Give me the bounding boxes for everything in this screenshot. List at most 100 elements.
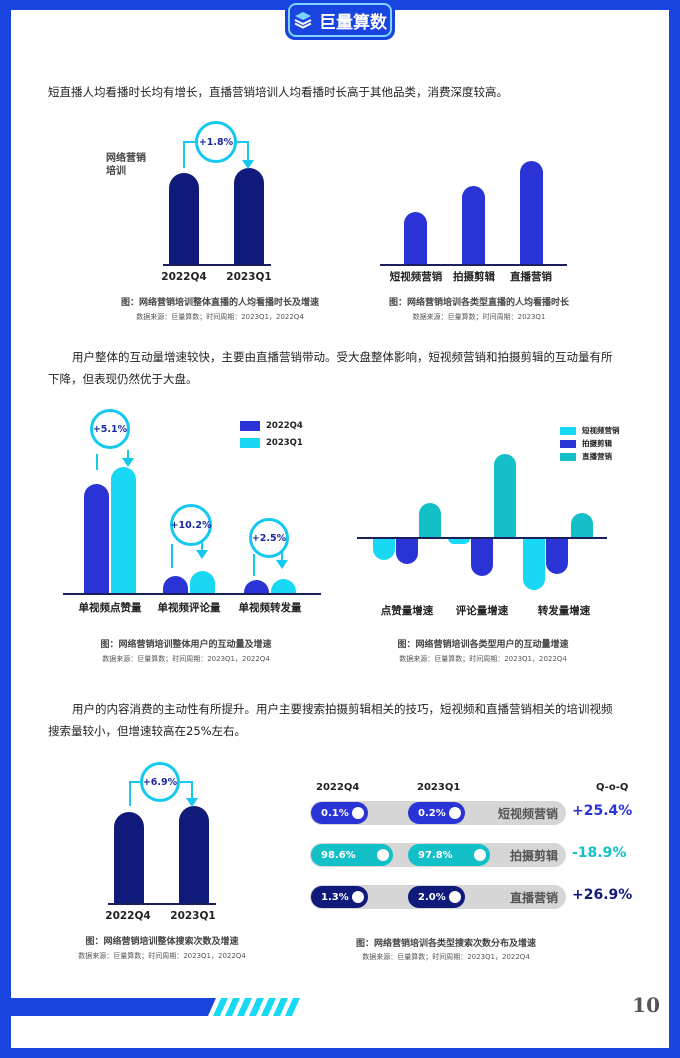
chart1-axis	[163, 264, 271, 266]
footer-stripe-decoration	[11, 998, 300, 1016]
paragraph-3-line-1: 用户的内容消费的主动性有所提升。用户主要搜索拍摄剪辑相关的技巧，短视频和直播营销…	[72, 702, 613, 716]
chart1-side-label: 网络营销 培训	[106, 153, 146, 177]
chart3-axis	[63, 593, 321, 595]
chart3-legend-swatch-2022q4	[240, 421, 260, 431]
chart5-growth-bubble: +6.9%	[140, 762, 180, 802]
chart2-xlabel-2: 拍摄剪辑	[453, 271, 495, 283]
chart6-row-2-q4-value: 98.6%	[321, 849, 356, 861]
chart6-row-3-q1-value: 2.0%	[418, 891, 446, 903]
chart6-header-2023q1: 2023Q1	[417, 782, 461, 793]
chart4-bar-likes-live	[419, 503, 441, 538]
chart3-growth-bubble-likes: +5.1%	[90, 409, 130, 449]
chart3-growth-bubble-comments: +10.2%	[170, 504, 212, 546]
chart6-row-1-q4-dot	[352, 807, 364, 819]
chart6-row-2-q1-dot	[474, 849, 486, 861]
chart6-row-2-q4-pill: 98.6%	[311, 844, 393, 866]
chart1-caption: 图：网络营销培训整体直播的人均看播时长及增速	[120, 298, 319, 308]
chart4-caption: 图：网络营销培训各类型用户的互动量增速	[397, 640, 569, 650]
chart3-bar-shares-2023q1	[271, 579, 296, 594]
paragraph-2-line-2: 下降，但表现仍然优于大盘。	[48, 372, 198, 386]
chart4-bar-comments-live	[494, 454, 516, 538]
logo-tab	[285, 0, 395, 40]
chart6-row-1-q1-value: 0.2%	[418, 807, 446, 819]
chart6-row-3-q4-value: 1.3%	[321, 891, 349, 903]
chart4-xlabel-3: 转发量增速	[537, 605, 591, 617]
chart6-caption: 图：网络营销培训各类型搜索次数分布及增速	[355, 939, 536, 949]
paragraph-2-line-1: 用户整体的互动量增速较快，主要由直播营销带动。受大盘整体影响，短视频营销和拍摄剪…	[72, 350, 613, 364]
chart5-axis	[108, 903, 216, 905]
chart3-xlabel-1: 单视频点赞量	[78, 602, 142, 614]
paragraph-1: 短直播人均看播时长均有增长，直播营销培训人均看播时长高于其他品类，消费深度较高。	[48, 85, 508, 99]
chart3-legend-label-2022q4: 2022Q4	[266, 421, 303, 431]
chart6-source: 数据来源：巨量算数；时间周期：2023Q1，2022Q4	[362, 953, 530, 961]
chart6-row-2-q1-pill: 97.8%	[408, 844, 490, 866]
chart4-legend-swatch-short-video	[560, 426, 576, 435]
chart6-row-1-q4-value: 0.1%	[321, 807, 349, 819]
chart5-xlabel-2: 2023Q1	[170, 910, 216, 922]
chart6-row-2-qoq: -18.9%	[572, 845, 627, 861]
chart3-growth-arrow-likes	[96, 450, 134, 470]
chart6-row-2-label: 拍摄剪辑	[509, 849, 558, 863]
chart2-xlabel-1: 短视频营销	[389, 271, 443, 283]
chart4-legend-label-live: 直播营销	[582, 452, 612, 461]
brand-logo: 巨量算数	[288, 3, 392, 37]
chart4-legend-label-short-video: 短视频营销	[582, 426, 620, 435]
chart4-legend-live: 直播营销	[560, 451, 612, 462]
chart3-growth-arrow-comments	[171, 542, 208, 568]
chart1-growth-arrow	[183, 141, 254, 169]
chart4-legend-short-video: 短视频营销	[560, 425, 620, 436]
chart3-xlabel-3: 单视频转发量	[238, 602, 302, 614]
chart6-row-1-q1-dot	[449, 807, 461, 819]
chart2-bar-live	[520, 161, 543, 265]
chart1-growth-bubble: +1.8%	[195, 121, 237, 163]
chart6-row-2-q1-value: 97.8%	[418, 849, 453, 861]
chart3-growth-bubble-shares: +2.5%	[249, 518, 289, 558]
chart5-growth-arrow	[129, 781, 198, 807]
chart3-bar-comments-2022q4	[163, 576, 188, 594]
page-number: 10	[632, 993, 660, 1017]
paragraph-2: 用户整体的互动量增速较快，主要由直播营销带动。受大盘整体影响，短视频营销和拍摄剪…	[48, 346, 638, 390]
chart6-row-1-q1-pill: 0.2%	[408, 802, 465, 824]
chart1-bar-2023q1	[234, 168, 264, 265]
chart3-bar-likes-2022q4	[84, 484, 109, 594]
chart4-source: 数据来源：巨量算数；时间周期：2023Q1，2022Q4	[399, 655, 567, 663]
chart4-bar-comments-short-video	[448, 538, 470, 544]
chart2-caption: 图：网络营销培训各类型直播的人均看播时长	[388, 298, 569, 308]
chart5-bar-2023q1	[179, 806, 209, 904]
chart5-xlabel-1: 2022Q4	[105, 910, 151, 922]
chart4-xlabel-2: 评论量增速	[455, 605, 509, 617]
chart3-bar-likes-2023q1	[111, 467, 136, 594]
chart4-bar-shares-short-video	[523, 538, 545, 590]
chart1-xlabel-2: 2023Q1	[226, 271, 272, 283]
chart3-growth-arrow-shares	[253, 552, 288, 576]
chart3-legend-2022q4: 2022Q4	[240, 421, 303, 431]
chart1-bar-2022q4	[169, 173, 199, 265]
chart4-xlabel-1: 点赞量增速	[380, 605, 434, 617]
paragraph-3-line-2: 搜索量较小，但增速较高在25%左右。	[48, 724, 247, 738]
chart6-row-1-qoq: +25.4%	[572, 803, 633, 819]
chart6-row-3-q1-pill: 2.0%	[408, 886, 465, 908]
chart6-header-2022q4: 2022Q4	[316, 782, 360, 793]
chart6-row-1-q4-pill: 0.1%	[311, 802, 368, 824]
chart5-caption: 图：网络营销培训整体搜索次数及增速	[85, 937, 239, 947]
chart2-source: 数据来源：巨量算数；时间周期：2023Q1	[412, 313, 546, 321]
chart4-bar-shares-live	[571, 513, 593, 538]
chart2-xlabel-3: 直播营销	[510, 271, 552, 283]
chart3-legend-2023q1: 2023Q1	[240, 438, 303, 448]
chart4-legend-swatch-editing	[560, 439, 576, 448]
chart4-axis	[357, 537, 607, 539]
chart5-bar-2022q4	[114, 812, 144, 904]
paragraph-3: 用户的内容消费的主动性有所提升。用户主要搜索拍摄剪辑相关的技巧，短视频和直播营销…	[48, 698, 638, 742]
chart6-row-3-label: 直播营销	[509, 891, 558, 905]
chart5-source: 数据来源：巨量算数；时间周期：2023Q1，2022Q4	[78, 952, 246, 960]
chart6-row-2-q4-dot	[377, 849, 389, 861]
chart3-legend-label-2023q1: 2023Q1	[266, 438, 303, 448]
chart4-bar-likes-short-video	[373, 538, 395, 560]
chart4-bar-shares-editing	[546, 538, 568, 574]
chart1-xlabel-1: 2022Q4	[161, 271, 207, 283]
chart6-row-1-label: 短视频营销	[497, 807, 558, 821]
chart1-source: 数据来源：巨量算数；时间周期：2023Q1，2022Q4	[136, 313, 304, 321]
chart2-axis	[380, 264, 567, 266]
chart4-legend-editing: 拍摄剪辑	[560, 438, 612, 449]
chart3-xlabel-2: 单视频评论量	[157, 602, 221, 614]
